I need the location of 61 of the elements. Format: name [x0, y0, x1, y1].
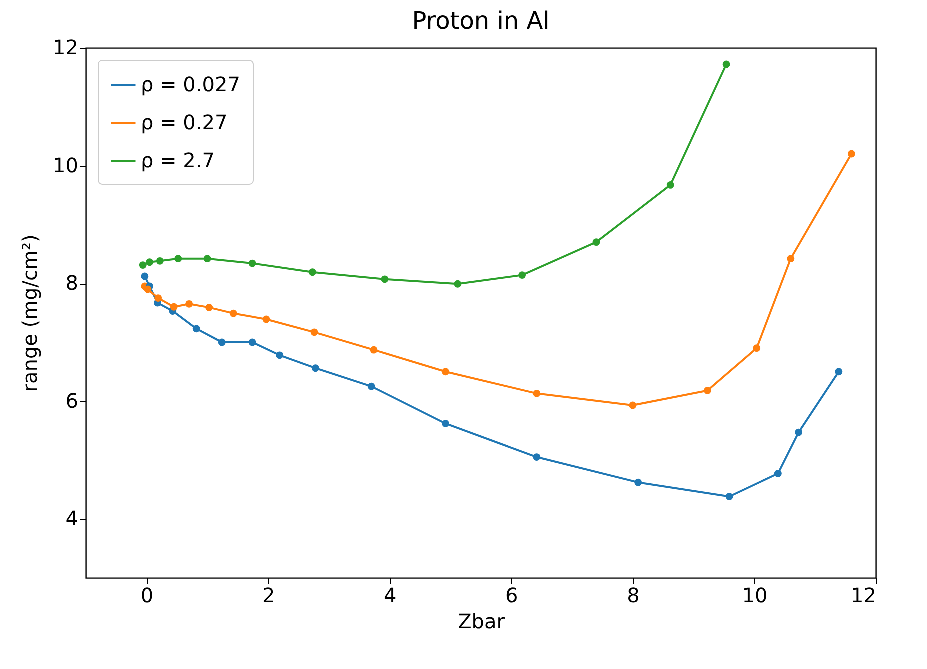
point — [139, 262, 147, 269]
point — [774, 470, 782, 478]
point — [848, 150, 856, 158]
point — [206, 304, 214, 312]
point — [787, 255, 795, 263]
x-tick-label: 6 — [506, 584, 518, 608]
point — [204, 255, 212, 263]
point — [174, 255, 182, 263]
point — [533, 390, 541, 398]
point — [629, 402, 637, 410]
point — [726, 493, 734, 500]
point — [144, 286, 152, 294]
point — [146, 258, 154, 266]
x-tick-label: 8 — [627, 584, 640, 608]
point — [248, 260, 256, 268]
point — [156, 257, 164, 265]
point — [370, 346, 378, 354]
chart-title: Proton in Al — [412, 7, 550, 35]
point — [704, 387, 712, 394]
point — [454, 280, 462, 288]
point — [381, 276, 389, 284]
point — [518, 272, 526, 280]
y-tick-label: 4 — [66, 506, 78, 531]
x-tick-label: 4 — [384, 584, 397, 608]
point — [262, 316, 270, 324]
point — [230, 310, 238, 318]
legend-label: ρ = 2.7 — [141, 148, 215, 172]
point — [248, 338, 256, 346]
point — [308, 268, 316, 276]
point — [154, 294, 162, 302]
y-tick-label: 6 — [66, 388, 78, 413]
point — [666, 182, 674, 189]
point — [276, 352, 284, 360]
legend-label: ρ = 0.027 — [141, 72, 240, 96]
point — [722, 60, 730, 68]
point — [186, 300, 194, 308]
point — [192, 325, 200, 333]
legend-label: ρ = 0.27 — [141, 110, 228, 134]
x-axis-title: Zbar — [458, 610, 506, 634]
x-tick-label: 12 — [851, 584, 876, 608]
x-tick-label: 10 — [742, 584, 768, 608]
point — [533, 454, 541, 461]
point — [442, 420, 450, 428]
point — [170, 303, 178, 311]
point — [368, 382, 376, 390]
point — [753, 344, 761, 352]
point — [141, 272, 149, 280]
point — [592, 238, 600, 246]
x-tick-label: 0 — [140, 584, 154, 608]
y-axis-title: range (mg/cm²) — [18, 234, 42, 392]
point — [312, 364, 320, 372]
y-tick-label: 8 — [66, 271, 78, 296]
point — [795, 428, 803, 436]
point — [310, 328, 318, 336]
x-tick-label: 2 — [262, 584, 276, 608]
point — [218, 338, 226, 346]
point — [835, 368, 843, 376]
point — [442, 368, 450, 376]
y-tick-label: 12 — [53, 36, 78, 60]
y-tick-label: 10 — [53, 153, 78, 178]
point — [634, 478, 642, 486]
